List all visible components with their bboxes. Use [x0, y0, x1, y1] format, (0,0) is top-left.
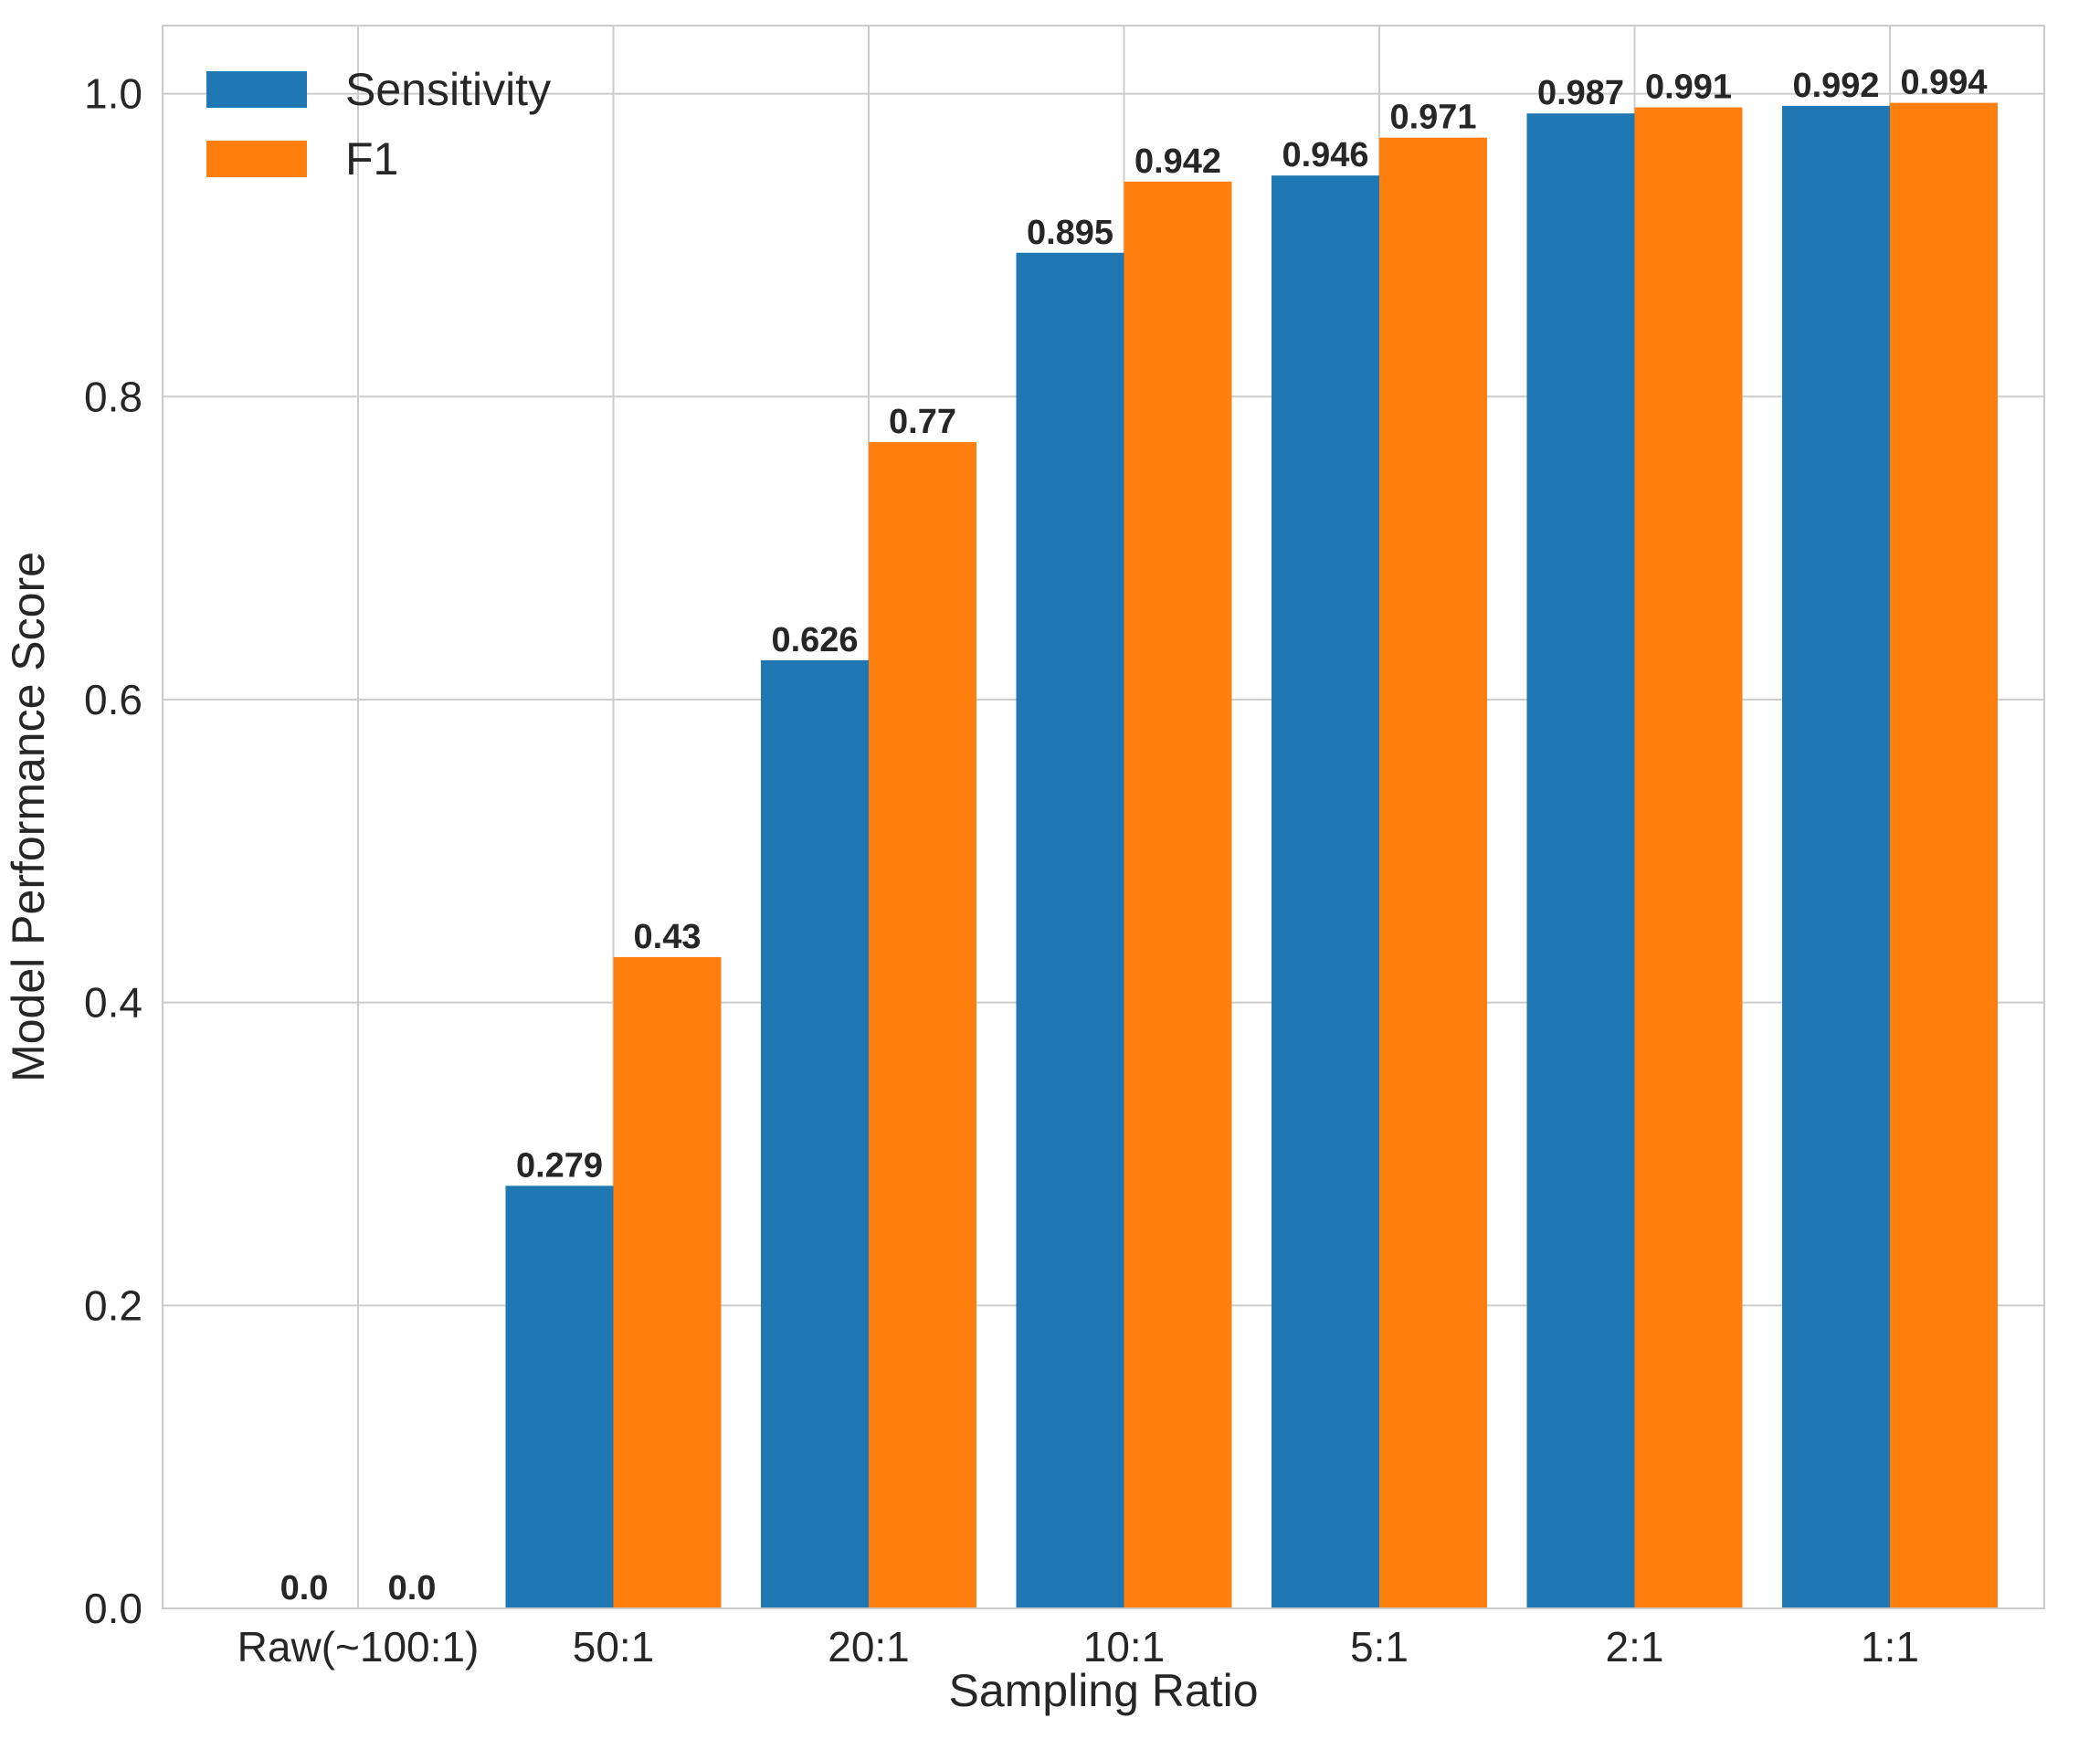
y-tick-label: 0.6 [84, 676, 142, 723]
plot-frame [162, 25, 2045, 1609]
legend-swatch-sensitivity [206, 71, 307, 108]
x-tick-label: 20:1 [828, 1623, 910, 1670]
data-label-f1: 0.77 [889, 403, 956, 441]
data-label-f1: 0.43 [634, 918, 702, 956]
x-tick-label: 2:1 [1606, 1623, 1664, 1670]
y-tick-label: 0.0 [84, 1585, 142, 1632]
bars [505, 102, 1998, 1609]
x-tick-label: 5:1 [1350, 1623, 1409, 1670]
y-tick-label: 0.8 [84, 373, 142, 420]
x-axis-title: Sampling Ratio [948, 1665, 1258, 1716]
data-label-sensitivity: 0.946 [1282, 136, 1368, 174]
data-label-sensitivity: 0.279 [516, 1146, 603, 1185]
y-tick-label: 1.0 [84, 70, 142, 118]
data-label-sensitivity: 0.0 [280, 1569, 329, 1607]
bar-sensitivity-5 [1272, 175, 1379, 1608]
bar-f1-2 [613, 956, 722, 1608]
legend-swatch-f1 [206, 141, 307, 177]
data-label-sensitivity: 0.895 [1027, 214, 1113, 252]
data-label-f1: 0.971 [1389, 99, 1476, 137]
y-tick-label: 0.2 [84, 1281, 142, 1329]
y-tick-label: 0.4 [84, 979, 142, 1027]
x-tick-label: 50:1 [573, 1623, 655, 1670]
x-tick-label: 10:1 [1083, 1623, 1166, 1670]
bar-f1-5 [1379, 137, 1487, 1609]
data-labels: 0.0 0.279 0.626 0.895 0.946 0.987 0.992 0.0 0.43… [280, 64, 1988, 1607]
bar-f1-4 [1124, 181, 1232, 1608]
legend-label-f1: F1 [345, 133, 398, 184]
bar-sensitivity-4 [1016, 252, 1124, 1608]
x-tick-label: 1:1 [1861, 1623, 1919, 1670]
data-label-f1: 0.994 [1900, 64, 1987, 102]
bar-sensitivity-2 [505, 1186, 614, 1608]
data-label-sensitivity: 0.626 [771, 621, 858, 659]
data-label-f1: 0.991 [1645, 69, 1732, 107]
y-axis-ticks: 0.0 0.2 0.4 0.6 0.8 1.0 [84, 70, 142, 1632]
data-label-f1: 0.942 [1134, 142, 1221, 181]
y-axis-title: Model Performance Score [3, 552, 54, 1082]
bar-sensitivity-7 [1782, 105, 1890, 1608]
x-tick-label: Raw(~100:1) [237, 1623, 480, 1670]
x-axis-ticks: Raw(~100:1) 50:1 20:1 10:1 5:1 2:1 1:1 [237, 1623, 1919, 1670]
data-label-sensitivity: 0.987 [1537, 74, 1624, 112]
legend-label-sensitivity: Sensitivity [345, 64, 551, 115]
bar-f1-6 [1634, 107, 1743, 1609]
bar-sensitivity-3 [761, 659, 869, 1608]
legend: Sensitivity F1 [206, 64, 551, 184]
data-label-sensitivity: 0.992 [1792, 67, 1879, 105]
data-label-f1: 0.0 [388, 1569, 437, 1607]
bar-f1-3 [869, 442, 976, 1609]
bar-sensitivity-6 [1526, 113, 1635, 1608]
bar-f1-7 [1890, 102, 1998, 1609]
